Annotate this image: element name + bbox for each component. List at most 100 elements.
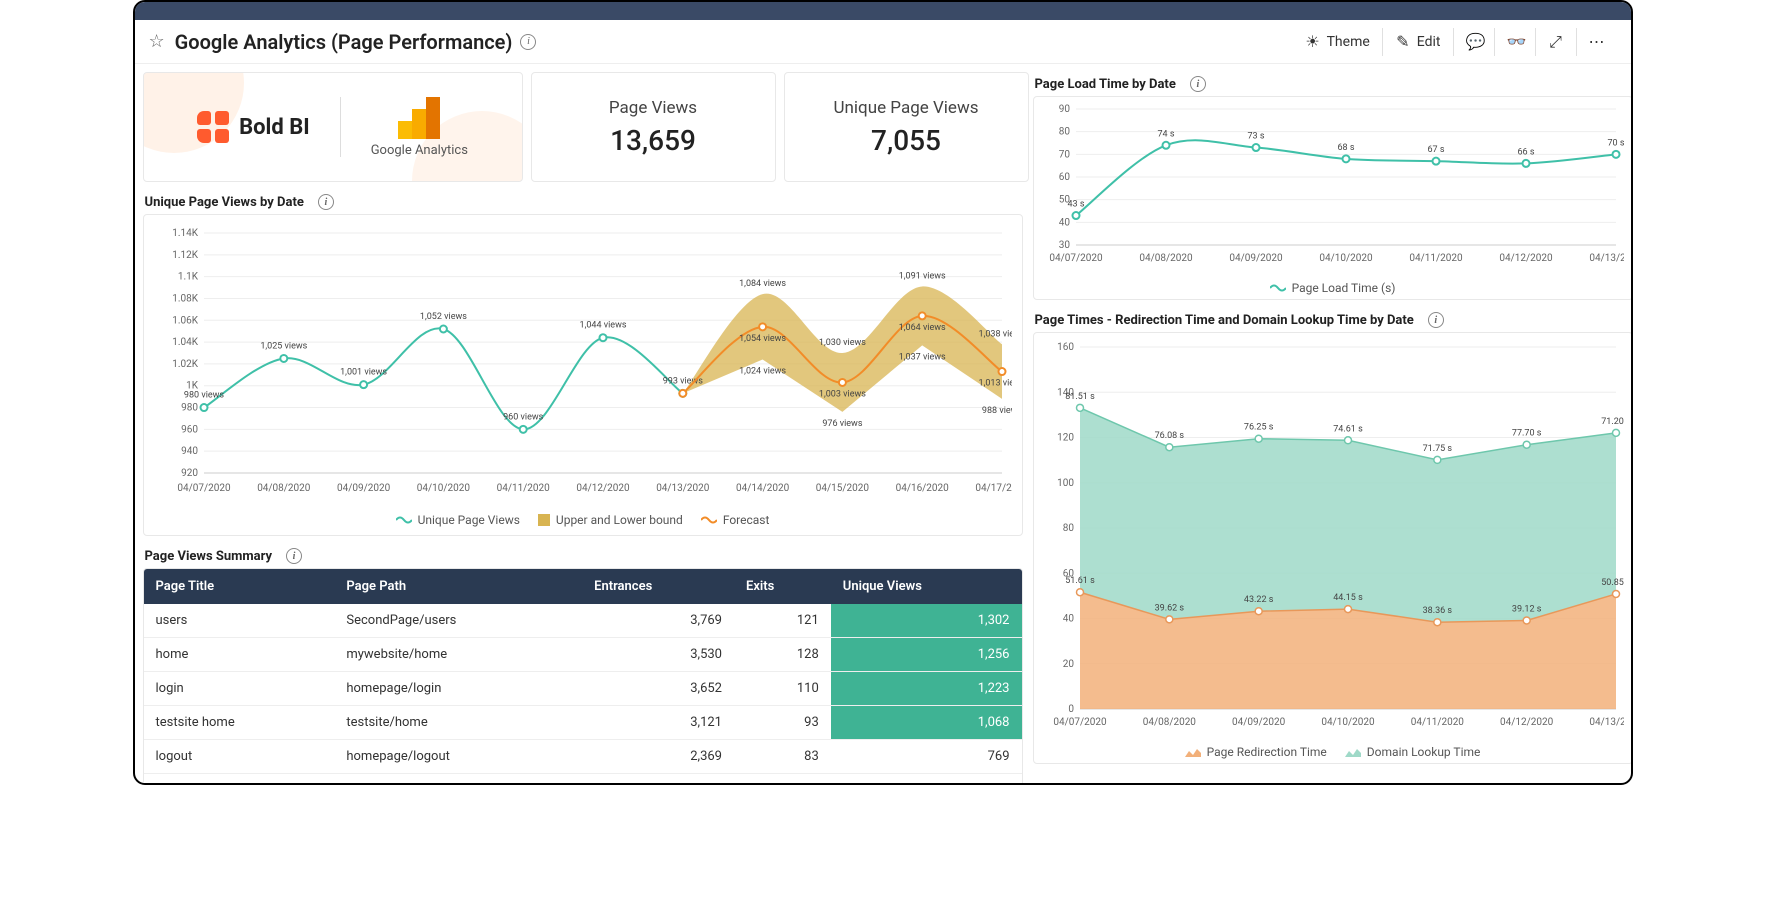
- view-button[interactable]: 👓: [1494, 28, 1535, 56]
- left-column: Bold BI Google Analytics Page Views 13,6…: [143, 72, 1023, 785]
- legend-redirect: Page Redirection Time: [1185, 745, 1327, 759]
- svg-text:988 views: 988 views: [981, 406, 1011, 416]
- more-button[interactable]: ⋯: [1576, 28, 1617, 56]
- ga-bars-icon: [398, 97, 440, 139]
- svg-text:04/10/2020: 04/10/2020: [416, 483, 470, 494]
- svg-text:1,024 views: 1,024 views: [739, 367, 786, 377]
- table-header[interactable]: Unique Views: [831, 569, 1022, 604]
- table-cell: mypage/newuser: [334, 774, 582, 786]
- svg-text:1,052 views: 1,052 views: [419, 312, 466, 322]
- table-cell: logout: [144, 740, 335, 774]
- svg-text:1.12K: 1.12K: [172, 250, 198, 261]
- svg-text:04/11/2020: 04/11/2020: [496, 483, 550, 494]
- table-cell: 3,769: [582, 604, 734, 638]
- dashboard-viewport: ☆ Google Analytics (Page Performance) i …: [133, 0, 1633, 785]
- table-row[interactable]: loginhomepage/login3,6521101,223: [144, 672, 1022, 706]
- svg-text:1,044 views: 1,044 views: [579, 321, 626, 331]
- svg-text:1,025 views: 1,025 views: [260, 341, 307, 351]
- boldbi-label: Bold BI: [239, 115, 310, 140]
- svg-text:80: 80: [1058, 127, 1070, 138]
- svg-text:70 s: 70 s: [1607, 138, 1624, 148]
- table-header[interactable]: Page Title: [144, 569, 335, 604]
- svg-text:04/12/2020: 04/12/2020: [576, 483, 630, 494]
- table-section: Page Views Summary i Page TitlePage Path…: [143, 544, 1023, 785]
- svg-text:1,064 views: 1,064 views: [898, 323, 945, 333]
- legend-domain: Domain Lookup Time: [1345, 745, 1481, 759]
- fullscreen-button[interactable]: ⤢: [1535, 28, 1576, 56]
- legend-band: Upper and Lower bound: [538, 513, 683, 527]
- svg-text:43.22 s: 43.22 s: [1243, 595, 1273, 605]
- toolbar: ☆ Google Analytics (Page Performance) i …: [135, 20, 1631, 64]
- svg-text:1,038 views: 1,038 views: [978, 329, 1011, 339]
- table-header[interactable]: Page Path: [334, 569, 582, 604]
- svg-text:1,054 views: 1,054 views: [739, 334, 786, 344]
- svg-text:67 s: 67 s: [1427, 145, 1444, 155]
- svg-text:1,013 views: 1,013 views: [978, 379, 1011, 389]
- info-icon[interactable]: i: [286, 548, 302, 564]
- svg-text:04/13/2020: 04/13/2020: [1589, 253, 1624, 264]
- table-row[interactable]: usersSecondPage/users3,7691211,302: [144, 604, 1022, 638]
- table-row[interactable]: newusermypage/newuser1,75851542: [144, 774, 1022, 786]
- table-cell: 51: [734, 774, 831, 786]
- svg-text:74.61 s: 74.61 s: [1333, 424, 1363, 434]
- page-times-chart: 02040608010012014016004/07/202004/08/202…: [1033, 332, 1633, 764]
- svg-text:980: 980: [181, 403, 198, 414]
- favorite-star-icon[interactable]: ☆: [149, 31, 165, 52]
- table-cell: 2,369: [582, 740, 734, 774]
- boldbi-logo: Bold BI: [197, 111, 310, 143]
- svg-text:43 s: 43 s: [1067, 200, 1084, 210]
- info-icon[interactable]: i: [318, 194, 334, 210]
- table-header[interactable]: Entrances: [582, 569, 734, 604]
- load-time-svg: 3040506070809004/07/202004/08/202004/09/…: [1042, 101, 1624, 271]
- table-cell: testsite home: [144, 706, 335, 740]
- table-cell: home: [144, 638, 335, 672]
- section-title: Unique Page Views by Date i: [143, 190, 1023, 214]
- right-column: Page Load Time by Date i 304050607080900…: [1033, 72, 1633, 785]
- svg-text:74 s: 74 s: [1157, 129, 1174, 139]
- table-cell: testsite/home: [334, 706, 582, 740]
- svg-text:04/11/2020: 04/11/2020: [1409, 253, 1463, 264]
- svg-text:71.20 s: 71.20 s: [1601, 417, 1624, 427]
- unique-views-legend: Unique Page Views Upper and Lower bound …: [154, 507, 1012, 527]
- table-row[interactable]: homemywebsite/home3,5301281,256: [144, 638, 1022, 672]
- svg-text:04/07/2020: 04/07/2020: [177, 483, 231, 494]
- svg-text:980 views: 980 views: [183, 391, 223, 401]
- page-times-section: Page Times - Redirection Time and Domain…: [1033, 308, 1633, 764]
- svg-text:76.08 s: 76.08 s: [1154, 431, 1184, 441]
- info-icon[interactable]: i: [1428, 312, 1444, 328]
- section-title-text: Page Views Summary: [145, 549, 273, 564]
- svg-text:04/15/2020: 04/15/2020: [815, 483, 869, 494]
- info-icon[interactable]: i: [520, 34, 536, 50]
- table-cell: 1,256: [831, 638, 1022, 672]
- table-cell: users: [144, 604, 335, 638]
- svg-text:120: 120: [1057, 433, 1074, 444]
- table-cell: homepage/logout: [334, 740, 582, 774]
- load-time-chart: 3040506070809004/07/202004/08/202004/09/…: [1033, 96, 1633, 300]
- edit-button[interactable]: ✎ Edit: [1382, 28, 1453, 56]
- table-body: usersSecondPage/users3,7691211,302homemy…: [144, 604, 1022, 785]
- svg-text:04/08/2020: 04/08/2020: [1142, 717, 1196, 728]
- summary-table: Page TitlePage PathEntrancesExitsUnique …: [144, 569, 1022, 785]
- table-cell: 3,652: [582, 672, 734, 706]
- svg-text:940: 940: [181, 446, 198, 457]
- svg-text:1.1K: 1.1K: [177, 272, 198, 283]
- svg-text:1,001 views: 1,001 views: [340, 368, 387, 378]
- svg-text:1,003 views: 1,003 views: [818, 389, 865, 399]
- svg-text:04/16/2020: 04/16/2020: [895, 483, 949, 494]
- svg-text:04/13/2020: 04/13/2020: [1589, 717, 1624, 728]
- more-icon: ⋯: [1589, 34, 1605, 50]
- svg-text:04/09/2020: 04/09/2020: [1229, 253, 1283, 264]
- section-title: Page Times - Redirection Time and Domain…: [1033, 308, 1633, 332]
- info-icon[interactable]: i: [1190, 76, 1206, 92]
- table-row[interactable]: logouthomepage/logout2,36983769: [144, 740, 1022, 774]
- summary-table-card: Page TitlePage PathEntrancesExitsUnique …: [143, 568, 1023, 785]
- table-cell: 121: [734, 604, 831, 638]
- theme-button-label: Theme: [1327, 34, 1370, 50]
- table-header[interactable]: Exits: [734, 569, 831, 604]
- comment-button[interactable]: 💬: [1453, 28, 1494, 56]
- table-row[interactable]: testsite hometestsite/home3,121931,068: [144, 706, 1022, 740]
- svg-text:1.08K: 1.08K: [172, 293, 198, 304]
- theme-button[interactable]: ☀ Theme: [1293, 28, 1382, 56]
- table-cell: 1,068: [831, 706, 1022, 740]
- svg-text:70: 70: [1058, 149, 1070, 160]
